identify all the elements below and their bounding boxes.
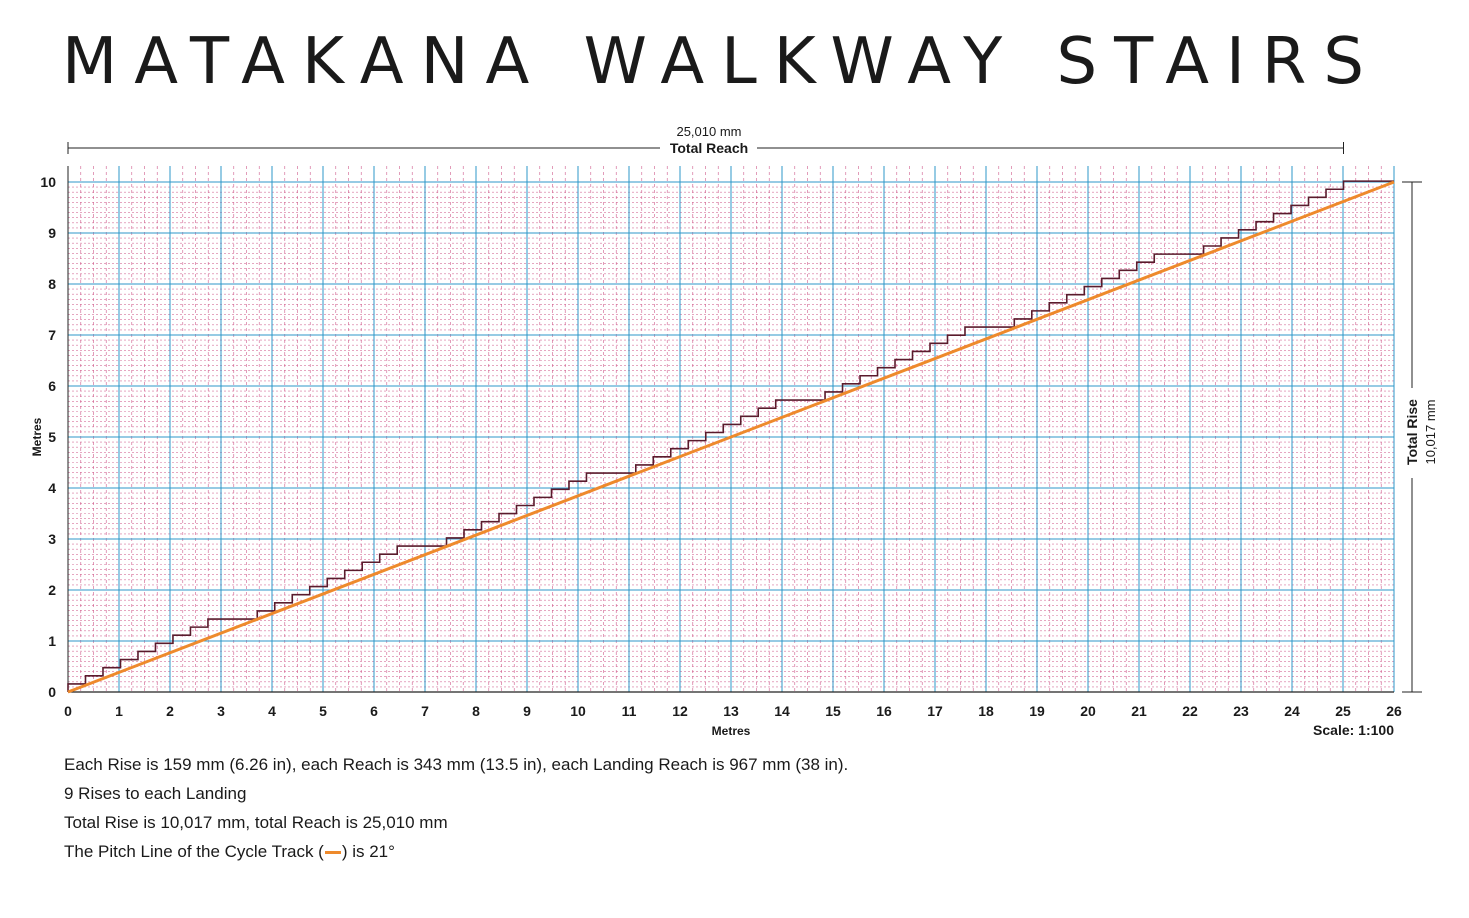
x-tick-label: 16 — [876, 703, 892, 719]
x-tick-label: 5 — [319, 703, 327, 719]
page-title: MATAKANA WALKWAY STAIRS — [62, 25, 1381, 99]
x-tick-label: 7 — [421, 703, 429, 719]
y-tick-label: 6 — [48, 378, 56, 394]
total-rise-value: 10,017 mm — [1423, 399, 1438, 464]
x-tick-label: 12 — [672, 703, 688, 719]
total-rise-label: Total Rise — [1404, 399, 1420, 465]
x-tick-label: 1 — [115, 703, 123, 719]
y-axis-title: Metres — [30, 417, 44, 456]
stair-profile — [67, 180, 1394, 692]
chart-marks — [67, 180, 1395, 694]
y-tick-label: 8 — [48, 276, 56, 292]
x-tick-label: 11 — [622, 703, 637, 719]
x-tick-label: 6 — [370, 703, 378, 719]
x-tick-label: 4 — [268, 703, 276, 719]
x-tick-label: 25 — [1335, 703, 1351, 719]
x-tick-label: 8 — [472, 703, 480, 719]
pitch-note-before: The Pitch Line of the Cycle Track ( — [64, 842, 324, 861]
x-tick-label: 2 — [166, 703, 174, 719]
pitch-note-after: ) is 21° — [341, 842, 395, 861]
x-tick-label: 22 — [1182, 703, 1198, 719]
total-reach-label: Total Reach — [670, 140, 748, 156]
x-tick-label: 15 — [825, 703, 841, 719]
scale-label: Scale: 1:100 — [1313, 722, 1394, 738]
x-tick-label: 23 — [1233, 703, 1249, 719]
x-tick-label: 18 — [978, 703, 994, 719]
y-tick-label: 2 — [48, 582, 56, 598]
y-tick-label: 4 — [48, 480, 56, 496]
cycle-track-swatch — [324, 851, 341, 855]
y-tick-label: 7 — [48, 327, 56, 343]
x-tick-label: 17 — [927, 703, 943, 719]
tick-labels: 0 1 2 3 4 5 6 7 8 9 10 11 12 13 14 15 16 17 18 19 20 21 22 23 24… — [30, 174, 1402, 738]
total-reach-value: 25,010 mm — [676, 124, 741, 139]
y-tick-label: 0 — [48, 684, 56, 700]
y-tick-label: 9 — [48, 225, 56, 241]
pitch-note: The Pitch Line of the Cycle Track ( ) is … — [64, 837, 848, 866]
x-axis-title: Metres — [712, 724, 751, 738]
y-tick-label: 3 — [48, 531, 56, 547]
x-tick-label: 20 — [1080, 703, 1096, 719]
cycle-track-line — [67, 180, 1395, 694]
note-line: Each Rise is 159 mm (6.26 in), each Reac… — [64, 755, 849, 774]
x-tick-label: 24 — [1284, 703, 1300, 719]
notes: Each Rise is 159 mm (6.26 in), each Reac… — [64, 750, 848, 866]
x-tick-label: 0 — [64, 703, 72, 719]
y-tick-label: 5 — [48, 429, 56, 445]
note-line: 9 Rises to each Landing — [64, 784, 247, 803]
note-line: Total Rise is 10,017 mm, total Reach is … — [64, 813, 448, 832]
x-tick-label: 26 — [1386, 703, 1402, 719]
x-tick-label: 13 — [723, 703, 739, 719]
x-tick-label: 3 — [217, 703, 225, 719]
x-tick-label: 21 — [1131, 703, 1147, 719]
x-tick-label: 14 — [774, 703, 790, 719]
y-tick-label: 10 — [40, 174, 56, 190]
y-tick-label: 1 — [48, 633, 56, 649]
axes — [67, 166, 1394, 693]
x-tick-label: 10 — [570, 703, 586, 719]
x-tick-label: 9 — [523, 703, 531, 719]
grid — [68, 166, 1395, 692]
x-tick-label: 19 — [1029, 703, 1045, 719]
